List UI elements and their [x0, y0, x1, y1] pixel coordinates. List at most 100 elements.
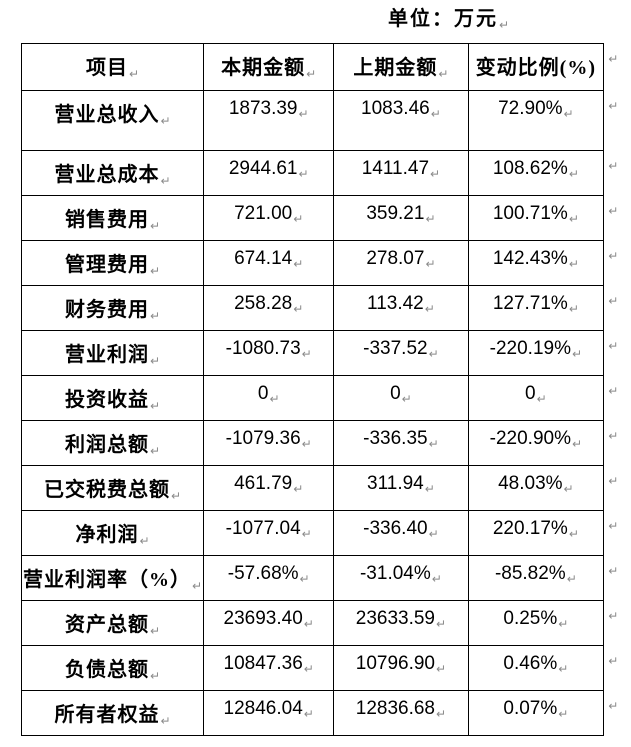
- change-ratio: 0.25%: [503, 608, 558, 629]
- paragraph-mark-icon: ↵: [150, 399, 161, 413]
- paragraph-mark-icon: ↵: [150, 219, 161, 233]
- paragraph-mark-icon: ↵: [303, 617, 314, 631]
- paragraph-mark-icon: ↵: [293, 482, 304, 496]
- current-amount-cell: 23693.40↵: [203, 600, 335, 646]
- paragraph-mark-icon: ↵: [301, 347, 312, 361]
- table-row: 财务费用↵ 258.28↵ 113.42↵ 127.71%↵ ↵: [20, 285, 631, 331]
- current-amount: 2944.61: [228, 158, 298, 179]
- table-row: 销售费用↵ 721.00↵ 359.21↵ 100.71%↵ ↵: [20, 195, 631, 241]
- paragraph-mark-icon: ↵: [150, 669, 161, 683]
- item-label-cell: 管理费用↵: [20, 240, 205, 286]
- paragraph-mark-icon: ↵: [572, 347, 583, 361]
- item-label: 销售费用: [65, 209, 149, 231]
- row-end-mark-icon: ↵: [608, 203, 619, 218]
- change-ratio: 72.90%: [498, 98, 563, 119]
- row-end-mark-icon: ↵: [608, 473, 619, 488]
- item-label: 已交税费总额: [44, 479, 170, 501]
- item-label: 投资收益: [65, 389, 149, 411]
- row-end-mark-icon: ↵: [608, 158, 619, 173]
- previous-amount: -336.35: [363, 428, 428, 449]
- previous-amount: 1083.46: [361, 98, 430, 119]
- header-previous-amount-cell: 上期金额↵: [333, 43, 469, 91]
- paragraph-mark-icon: ↵: [150, 624, 161, 638]
- current-amount: 10847.36: [223, 653, 303, 674]
- paragraph-mark-icon: ↵: [563, 482, 574, 496]
- change-ratio: 142.43%: [492, 248, 568, 269]
- change-ratio: 100.71%: [492, 203, 568, 224]
- change-ratio: -220.90%: [489, 428, 571, 449]
- header-previous-amount: 上期金额: [353, 57, 438, 79]
- previous-amount: 113.42: [367, 293, 424, 314]
- current-amount-cell: 10847.36↵: [203, 645, 335, 691]
- paragraph-mark-icon: ↵: [293, 257, 304, 271]
- change-ratio: -85.82%: [494, 563, 566, 584]
- header-change-ratio-cell: 变动比例(%): [467, 43, 605, 91]
- paragraph-mark-icon: ↵: [425, 212, 436, 226]
- current-amount-cell: 674.14↵: [203, 240, 335, 286]
- table-header-row: 项目↵ 本期金额↵ 上期金额↵ 变动比例(%) ↵: [20, 43, 631, 91]
- paragraph-mark-icon: ↵: [160, 114, 171, 128]
- row-end-mark-icon: ↵: [608, 51, 620, 66]
- header-change-ratio: 变动比例(%): [475, 57, 597, 79]
- change-ratio-cell: -85.82%↵: [467, 555, 605, 601]
- item-label: 资产总额: [65, 614, 149, 636]
- change-ratio-cell: 48.03%↵: [467, 465, 605, 511]
- header-item-cell: 项目↵: [20, 43, 205, 91]
- unit-note: 单位：万元↵: [388, 2, 510, 32]
- table-row: 营业利润↵ -1080.73↵ -337.52↵ -220.19%↵ ↵: [20, 330, 631, 376]
- current-amount-cell: 258.28↵: [203, 285, 335, 331]
- table-row: 负债总额↵ 10847.36↵ 10796.90↵ 0.46%↵ ↵: [20, 645, 631, 691]
- paragraph-mark-icon: ↵: [499, 18, 510, 32]
- paragraph-mark-icon: ↵: [424, 482, 435, 496]
- row-end-mark-icon: ↵: [608, 293, 619, 308]
- item-label: 利润总额: [65, 434, 149, 456]
- row-end-mark-icon: ↵: [608, 563, 619, 578]
- item-label: 财务费用: [65, 299, 149, 321]
- previous-amount: 278.07: [366, 248, 425, 269]
- current-amount: -1077.04: [225, 518, 301, 539]
- item-label: 营业利润: [65, 344, 149, 366]
- item-label-cell: 所有者权益↵: [20, 690, 205, 736]
- paragraph-mark-icon: ↵: [428, 527, 439, 541]
- paragraph-mark-icon: ↵: [303, 662, 314, 676]
- previous-amount: 12836.68: [355, 698, 435, 719]
- item-label-cell: 投资收益↵: [20, 375, 205, 421]
- previous-amount-cell: 23633.59↵: [333, 600, 469, 646]
- current-amount: -1080.73: [225, 338, 301, 359]
- paragraph-mark-icon: ↵: [269, 392, 280, 406]
- current-amount-cell: 12846.04↵: [203, 690, 335, 736]
- paragraph-mark-icon: ↵: [301, 437, 312, 451]
- previous-amount: 0: [390, 383, 401, 404]
- item-label-cell: 营业总收入↵: [20, 90, 205, 151]
- table-row: 所有者权益↵ 12846.04↵ 12836.68↵ 0.07%↵ ↵: [20, 690, 631, 736]
- paragraph-mark-icon: ↵: [563, 107, 574, 121]
- current-amount: -1079.36: [225, 428, 301, 449]
- previous-amount-cell: 359.21↵: [333, 195, 469, 241]
- item-label: 营业总收入: [54, 104, 160, 126]
- change-ratio-cell: 127.71%↵: [467, 285, 605, 331]
- paragraph-mark-icon: ↵: [436, 617, 447, 631]
- financial-comparison-table: 项目↵ 本期金额↵ 上期金额↵ 变动比例(%) ↵ 营业总收入↵ 1873.39↵…: [20, 43, 631, 736]
- change-ratio: 0: [525, 383, 536, 404]
- current-amount: 0: [257, 383, 269, 404]
- previous-amount-cell: 113.42↵: [333, 285, 469, 331]
- paragraph-mark-icon: ↵: [306, 67, 317, 81]
- paragraph-mark-icon: ↵: [436, 662, 447, 676]
- change-ratio-cell: 142.43%↵: [467, 240, 605, 286]
- row-end-mark-icon: ↵: [608, 338, 619, 353]
- paragraph-mark-icon: ↵: [428, 437, 439, 451]
- change-ratio-cell: 0.25%↵: [467, 600, 605, 646]
- table-row: 已交税费总额↵ 461.79↵ 311.94↵ 48.03%↵ ↵: [20, 465, 631, 511]
- change-ratio-cell: -220.19%↵: [467, 330, 605, 376]
- unit-note-text: 单位：万元: [388, 8, 498, 30]
- paragraph-mark-icon: ↵: [150, 444, 161, 458]
- item-label-cell: 利润总额↵: [20, 420, 205, 466]
- current-amount: -57.68%: [227, 563, 299, 584]
- row-end-mark-icon: ↵: [608, 698, 619, 713]
- item-label-cell: 营业利润率（%）↵: [20, 555, 205, 601]
- paragraph-mark-icon: ↵: [438, 67, 449, 81]
- previous-amount-cell: -336.35↵: [333, 420, 469, 466]
- current-amount: 1873.39: [228, 98, 298, 119]
- paragraph-mark-icon: ↵: [293, 212, 304, 226]
